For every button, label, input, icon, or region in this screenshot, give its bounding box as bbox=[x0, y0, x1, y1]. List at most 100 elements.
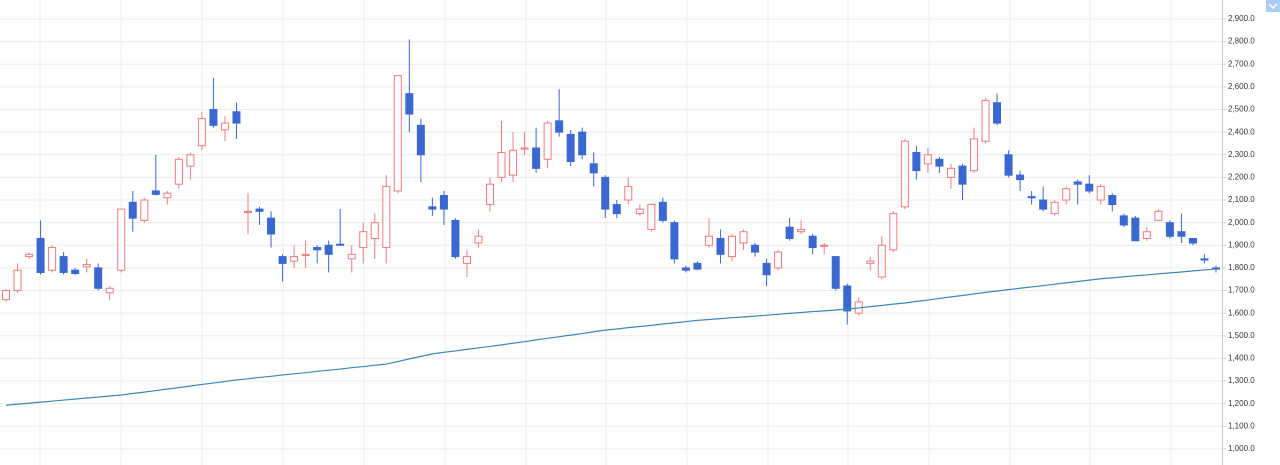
candle-body bbox=[232, 111, 241, 124]
candle-body bbox=[474, 235, 483, 244]
candle-body bbox=[981, 99, 990, 142]
moving-average-line bbox=[5, 268, 1217, 406]
candle-body bbox=[347, 253, 356, 260]
candle-body bbox=[209, 109, 218, 126]
candle-body bbox=[2, 290, 10, 301]
candle-body bbox=[186, 154, 195, 167]
candle-body bbox=[1073, 181, 1082, 185]
candle-body bbox=[681, 267, 690, 271]
y-tick-label: 1,000.0 bbox=[1228, 444, 1255, 453]
y-tick-label: 1,300.0 bbox=[1228, 376, 1255, 385]
candle-body bbox=[520, 147, 529, 150]
candle-body bbox=[439, 195, 448, 210]
candle-body bbox=[486, 183, 494, 206]
candle-body bbox=[1108, 195, 1117, 206]
candle-body bbox=[889, 213, 898, 251]
candle-body bbox=[336, 243, 345, 246]
candle-body bbox=[25, 253, 34, 258]
y-tick-label: 1,900.0 bbox=[1228, 240, 1255, 249]
candle-body bbox=[244, 210, 252, 213]
candle-body bbox=[359, 231, 368, 249]
candle-body bbox=[1096, 185, 1105, 201]
candle-body bbox=[601, 176, 610, 210]
candle-body bbox=[739, 231, 748, 244]
y-tick-label: 2,200.0 bbox=[1228, 173, 1255, 182]
candle-body bbox=[658, 201, 667, 221]
y-tick-label: 1,600.0 bbox=[1228, 308, 1255, 317]
candle-body bbox=[1016, 174, 1025, 181]
candle-body bbox=[704, 235, 713, 246]
candle-body bbox=[543, 122, 552, 160]
candle-body bbox=[993, 102, 1002, 124]
y-tick-label: 1,500.0 bbox=[1228, 331, 1255, 340]
y-tick-label: 2,400.0 bbox=[1228, 127, 1255, 136]
candle-body bbox=[1188, 237, 1197, 244]
candle-body bbox=[1154, 210, 1163, 221]
candle-body bbox=[117, 208, 126, 271]
candle-body bbox=[82, 264, 91, 268]
candle-body bbox=[393, 75, 402, 192]
candle-body bbox=[877, 244, 886, 278]
candle-body bbox=[797, 228, 806, 233]
candle-body bbox=[1142, 231, 1151, 239]
candle-body bbox=[1131, 217, 1140, 242]
candle-body bbox=[370, 222, 379, 239]
candle-body bbox=[774, 251, 783, 269]
candle-body bbox=[151, 190, 160, 195]
candle-body bbox=[48, 247, 57, 271]
y-tick-label: 2,800.0 bbox=[1228, 37, 1255, 46]
candle-body bbox=[716, 237, 725, 255]
candle-body bbox=[105, 287, 114, 294]
candle-body bbox=[612, 204, 621, 215]
y-tick-label: 2,700.0 bbox=[1228, 59, 1255, 68]
candle-body bbox=[1004, 154, 1013, 176]
candle-body bbox=[785, 226, 794, 239]
candle-body bbox=[140, 199, 149, 221]
candle-body bbox=[589, 163, 598, 174]
y-tick-label: 1,100.0 bbox=[1228, 421, 1255, 430]
candle-body bbox=[808, 235, 817, 249]
candle-body bbox=[647, 204, 656, 230]
candle-body bbox=[635, 208, 644, 215]
candle-body bbox=[497, 152, 506, 178]
y-tick-label: 2,900.0 bbox=[1228, 14, 1255, 23]
candle-body bbox=[267, 217, 276, 235]
candle-body bbox=[416, 124, 425, 156]
candle-body bbox=[94, 267, 103, 289]
candle-body bbox=[1050, 201, 1059, 215]
candle-body bbox=[163, 192, 172, 199]
menu-button[interactable] bbox=[1266, 0, 1280, 12]
y-tick-label: 1,800.0 bbox=[1228, 263, 1255, 272]
vertical-grid bbox=[39, 0, 1172, 465]
candle-body bbox=[1039, 199, 1048, 210]
candle-body bbox=[566, 133, 575, 163]
candle-body bbox=[831, 256, 840, 289]
candle-body bbox=[555, 120, 564, 133]
candle-body bbox=[935, 158, 944, 167]
y-tick-label: 2,600.0 bbox=[1228, 82, 1255, 91]
candle-body bbox=[1085, 183, 1094, 192]
candle-body bbox=[946, 167, 955, 178]
candle-body bbox=[382, 185, 391, 249]
candle-body bbox=[405, 93, 414, 115]
candle-body bbox=[301, 253, 310, 256]
candle-body bbox=[970, 138, 978, 172]
y-tick-label: 2,100.0 bbox=[1228, 195, 1255, 204]
y-tick-label: 2,300.0 bbox=[1228, 150, 1255, 159]
candle-body bbox=[197, 118, 206, 147]
candle-body bbox=[728, 235, 736, 258]
candle-body bbox=[866, 260, 875, 264]
candle-body bbox=[428, 206, 437, 210]
candle-body bbox=[1119, 215, 1128, 226]
candle-body bbox=[255, 208, 264, 212]
candle-body bbox=[578, 131, 587, 156]
candle-body bbox=[923, 154, 932, 165]
candle-body bbox=[509, 149, 518, 176]
y-tick-label: 2,000.0 bbox=[1228, 218, 1255, 227]
candle-body bbox=[71, 269, 80, 275]
candle-body bbox=[843, 285, 852, 312]
y-tick-label: 2,500.0 bbox=[1228, 105, 1255, 114]
candle-body bbox=[670, 222, 679, 260]
candle-body bbox=[13, 269, 22, 292]
